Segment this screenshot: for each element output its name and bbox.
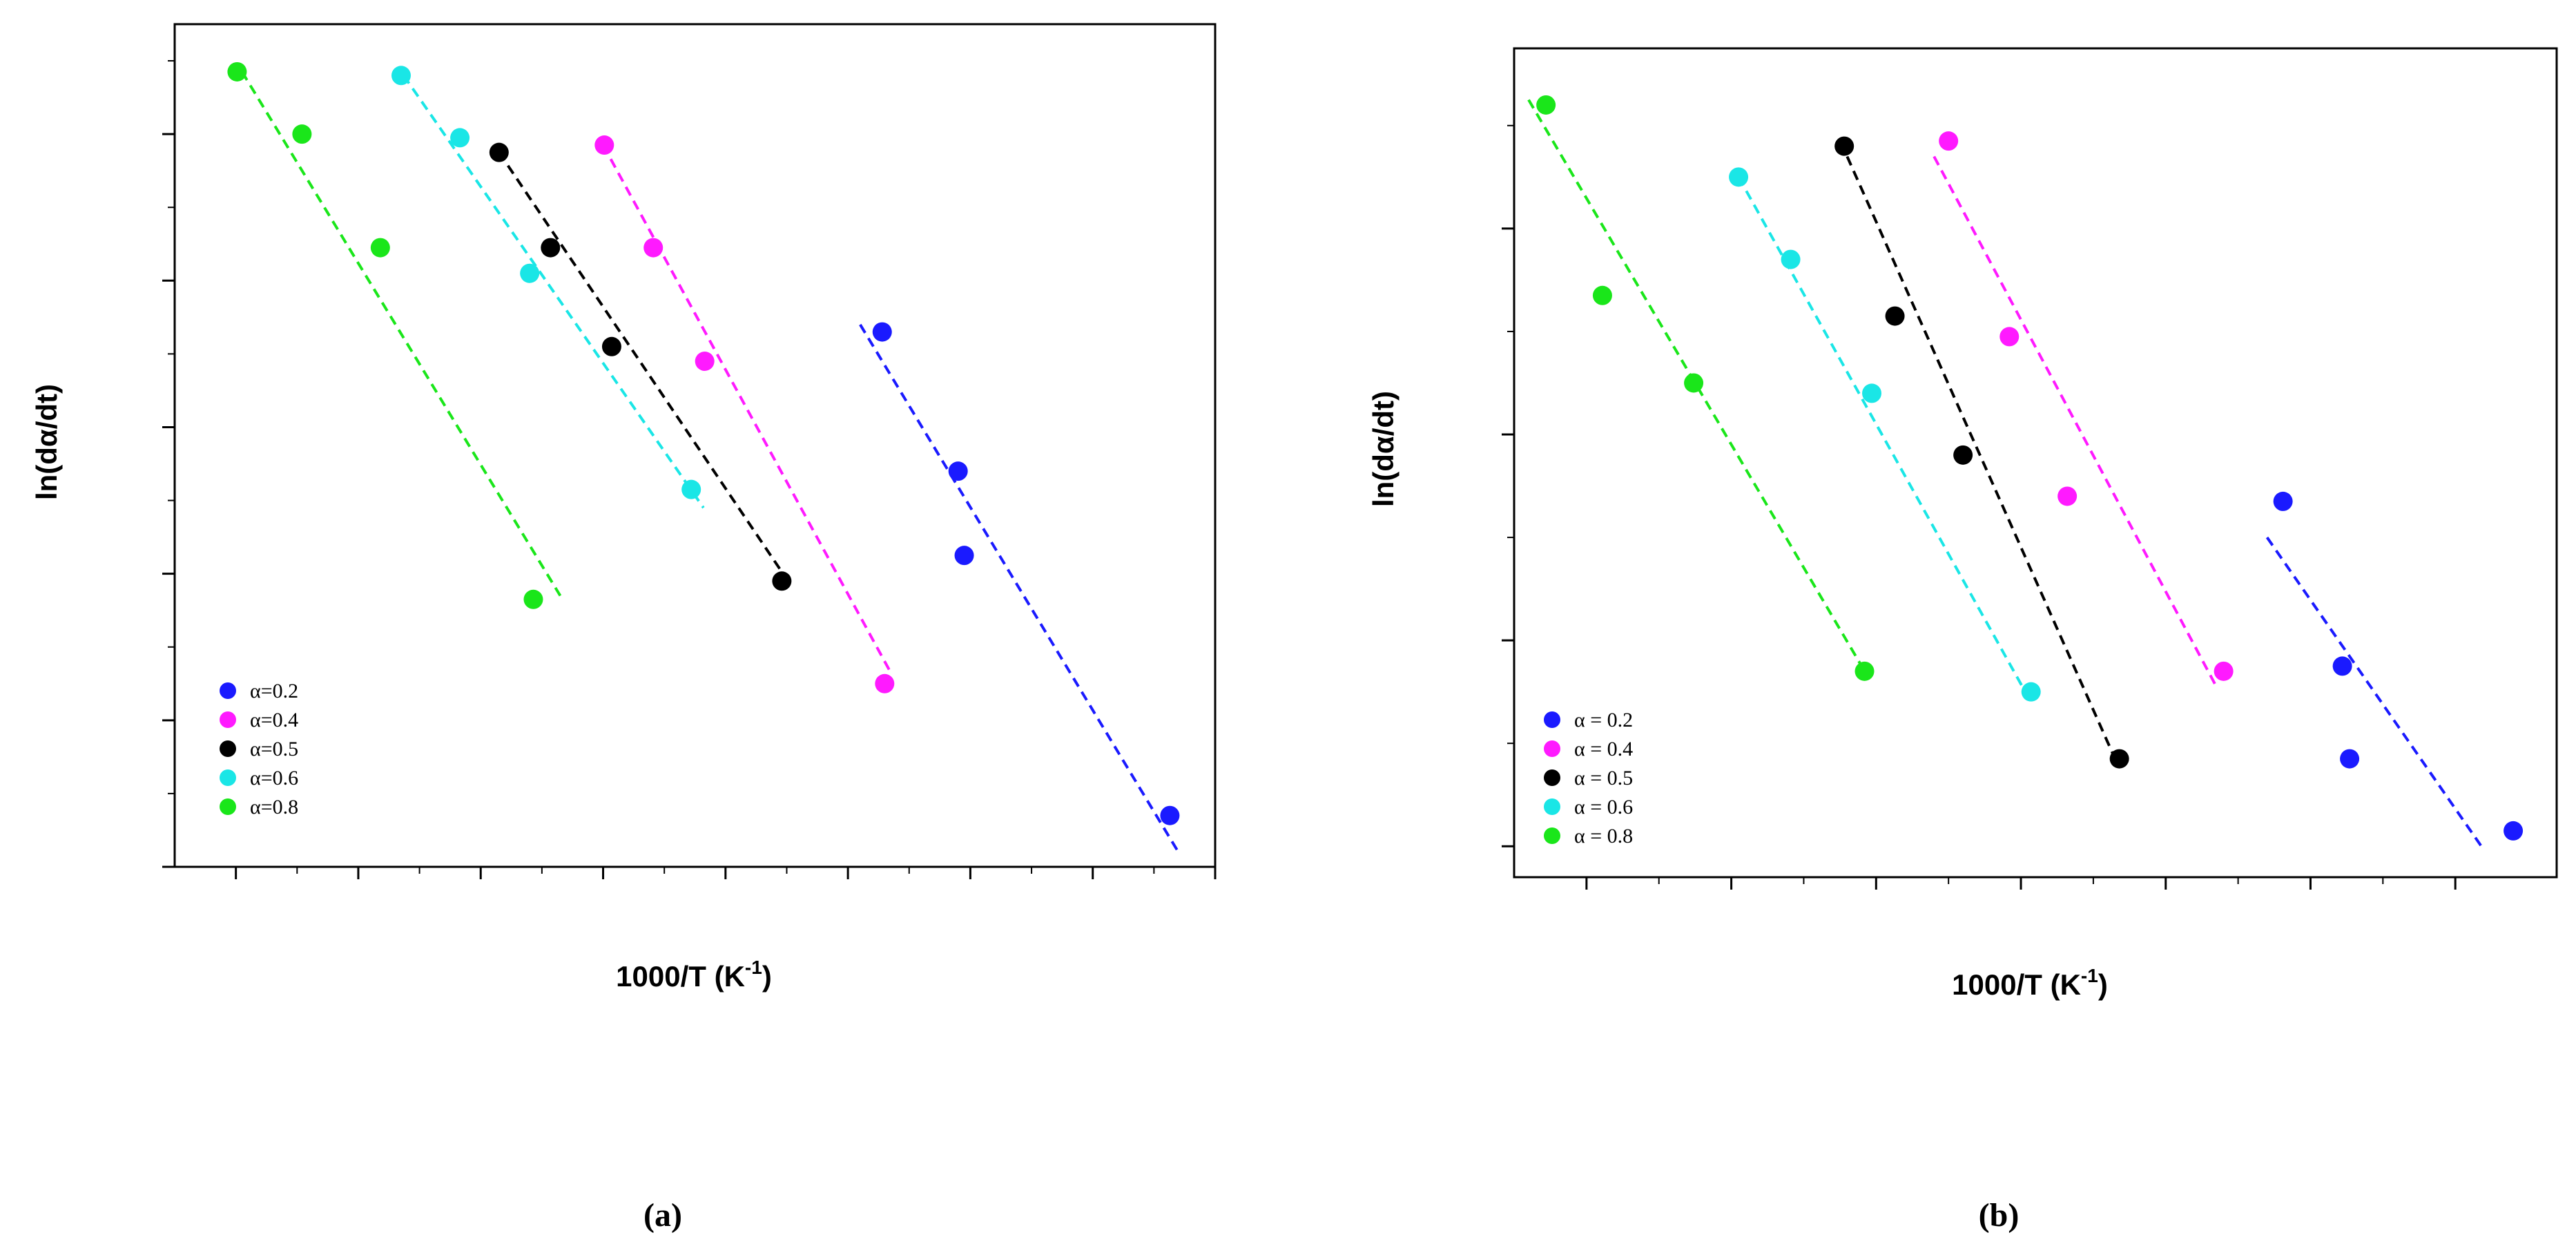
data-point-series-3 — [681, 479, 701, 499]
data-point-series-0 — [948, 461, 968, 481]
data-point-series-3 — [1862, 383, 1882, 403]
data-point-series-0 — [872, 322, 892, 342]
y-axis-label: ln(dα/dt) — [1367, 391, 1400, 507]
x-axis-label-main: 1000/T (K — [1952, 968, 2081, 1001]
data-point-series-4 — [370, 238, 390, 258]
data-point-series-2 — [541, 238, 561, 258]
x-axis-label: 1000/T (K-1) — [616, 957, 772, 993]
legend-marker-series-4 — [1544, 827, 1560, 844]
fit-line-series-3 — [402, 75, 705, 509]
data-point-series-2 — [1834, 136, 1854, 156]
data-point-series-2 — [2109, 749, 2129, 769]
legend-label-series-1: α = 0.4 — [1574, 738, 1633, 760]
data-point-series-2 — [1953, 445, 1973, 465]
legend-label-series-3: α = 0.6 — [1574, 796, 1633, 818]
fit-line-series-4 — [1527, 99, 1863, 667]
fit-line-series-0 — [859, 323, 1180, 853]
legend-label-series-2: α = 0.5 — [1574, 767, 1633, 789]
panel-caption: (a) — [643, 1197, 682, 1234]
x-axis-label-main: 1000/T (K — [616, 960, 745, 993]
fit-line-series-2 — [1846, 155, 2117, 760]
legend-marker-series-1 — [1544, 740, 1560, 757]
data-point-series-4 — [227, 61, 247, 82]
data-point-series-4 — [1592, 285, 1612, 305]
data-point-series-3 — [2021, 682, 2041, 702]
x-axis-label-sup: -1 — [2081, 965, 2098, 986]
data-point-series-1 — [2057, 486, 2078, 506]
data-point-series-1 — [2214, 661, 2234, 681]
data-point-series-3 — [520, 263, 540, 283]
data-point-series-3 — [1781, 249, 1801, 269]
data-point-series-0 — [2340, 749, 2360, 769]
legend-marker-series-1 — [220, 711, 236, 728]
data-point-series-2 — [601, 336, 621, 356]
fit-line-series-1 — [1933, 155, 2218, 688]
x-axis-label: 1000/T (K-1) — [1952, 965, 2108, 1001]
legend-label-series-3: α=0.6 — [250, 767, 298, 789]
data-point-series-2 — [489, 142, 509, 162]
data-point-series-1 — [1939, 131, 1959, 151]
panel-b-chart: 1000/T (K-1) ln(dα/dt) α = 0.2 α = 0.4 α = 0… — [1367, 47, 2558, 1234]
legend-marker-series-0 — [1544, 711, 1560, 728]
plot-frame — [1513, 47, 2558, 879]
data-point-series-2 — [772, 571, 792, 591]
legend-marker-series-4 — [220, 798, 236, 815]
data-point-series-3 — [1729, 167, 1749, 187]
fit-line-series-2 — [498, 151, 784, 575]
data-point-series-0 — [2504, 821, 2524, 841]
data-point-series-3 — [450, 128, 470, 148]
data-point-series-1 — [875, 673, 895, 693]
data-point-series-4 — [523, 589, 543, 609]
data-point-series-1 — [695, 352, 715, 371]
x-axis-label-sup: -1 — [745, 957, 762, 978]
data-point-series-0 — [2332, 656, 2352, 676]
data-point-series-4 — [1854, 661, 1875, 681]
panel-a-chart: 1000/T (K-1) ln(dα/dt) α=0.2 α=0.4 α=0.5 α=0.… — [30, 23, 1217, 1234]
data-point-series-0 — [1160, 805, 1180, 825]
data-point-series-0 — [2273, 491, 2293, 511]
plot-frame — [173, 23, 1217, 868]
y-axis-label: ln(dα/dt) — [30, 384, 63, 500]
data-point-series-1 — [1999, 327, 2020, 347]
x-axis-label-close: ) — [762, 960, 772, 993]
legend-marker-series-0 — [220, 682, 236, 699]
legend-label-series-2: α=0.5 — [250, 738, 298, 760]
legend-label-series-0: α = 0.2 — [1574, 709, 1633, 731]
fit-line-series-1 — [601, 144, 892, 673]
x-axis-label-close: ) — [2098, 968, 2108, 1001]
legend-marker-series-3 — [1544, 798, 1560, 815]
data-point-series-0 — [954, 546, 974, 566]
fit-line-series-4 — [240, 70, 562, 597]
data-point-series-4 — [1536, 95, 1556, 115]
data-point-series-4 — [292, 124, 312, 144]
data-point-series-1 — [594, 135, 614, 155]
legend-label-series-0: α=0.2 — [250, 680, 298, 702]
data-point-series-3 — [391, 66, 411, 86]
legend-label-series-4: α=0.8 — [250, 796, 298, 818]
legend-marker-series-3 — [220, 769, 236, 786]
legend-marker-series-2 — [220, 740, 236, 757]
legend-label-series-1: α=0.4 — [250, 709, 298, 731]
data-point-series-2 — [1885, 306, 1905, 326]
data-point-series-1 — [643, 238, 664, 258]
data-point-series-4 — [1684, 373, 1704, 393]
panel-caption: (b) — [1979, 1197, 2020, 1234]
legend-label-series-4: α = 0.8 — [1574, 825, 1633, 847]
legend-marker-series-2 — [1544, 769, 1560, 786]
